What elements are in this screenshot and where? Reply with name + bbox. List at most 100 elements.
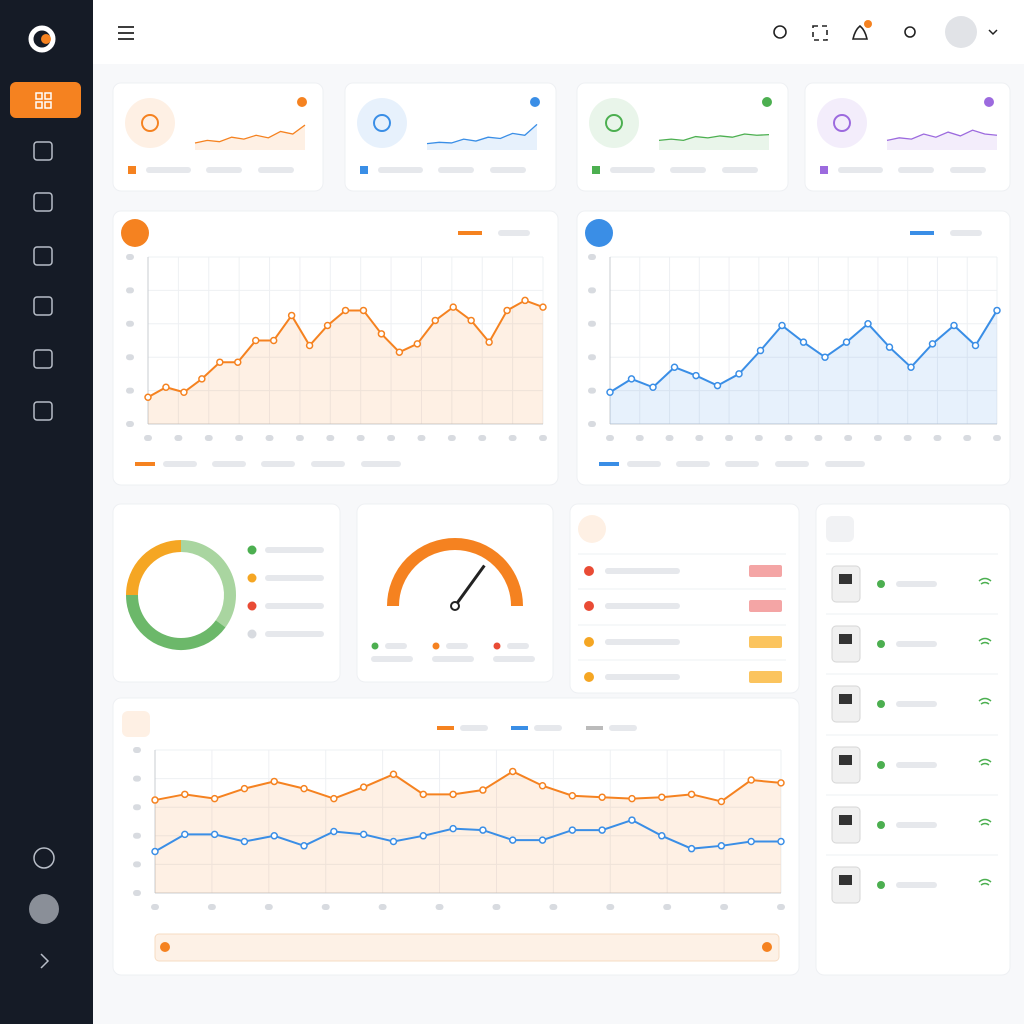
status-dot [762,97,772,107]
alert-dot [584,566,594,576]
theme[interactable] [904,26,916,38]
online-dot [877,640,885,648]
placeholder [720,904,729,910]
slider-handle[interactable] [160,942,170,952]
placeholder [663,904,672,910]
point [144,393,152,402]
card [569,503,800,694]
placeholder [993,435,1001,441]
nav-item[interactable] [33,401,53,421]
point [568,826,577,834]
point [181,790,189,799]
card [576,82,789,192]
placeholder [777,904,785,910]
menu[interactable] [118,26,134,40]
point [747,837,755,846]
point [216,358,224,366]
nav-icon [44,92,52,100]
icon [141,114,159,132]
point [300,842,308,850]
placeholder [265,603,324,609]
point [449,790,457,799]
bell[interactable] [852,24,868,40]
nav-item[interactable] [33,349,53,369]
wifi [978,697,992,705]
placeholder [235,435,244,441]
point [692,371,700,380]
device-screen [839,875,852,885]
point [251,336,260,345]
user[interactable] [29,894,59,924]
placeholder [950,230,982,236]
point [907,363,915,371]
icon-bg [125,98,175,148]
caret[interactable] [988,29,998,36]
point [395,348,404,356]
point [658,793,666,801]
placeholder [610,167,655,173]
point [389,770,398,779]
point [713,381,722,390]
wifi [978,577,992,585]
nav-item[interactable] [33,296,53,316]
alert-dot [584,637,594,647]
alert-tag [749,565,782,577]
avatar[interactable] [945,16,977,48]
help[interactable] [33,847,55,869]
point [717,842,726,850]
legend-dot [432,642,440,650]
point [717,797,726,806]
point [508,767,517,776]
nav-active[interactable] [10,82,81,118]
slider-handle[interactable] [762,942,772,952]
device-screen [839,815,852,825]
wifi [978,878,992,886]
chart-icon [121,219,149,247]
point [181,830,189,839]
status-dot [530,97,540,107]
point [649,383,657,392]
placeholder [490,167,526,173]
line [886,129,998,142]
placeholder [133,775,141,782]
placeholder [126,320,134,327]
placeholder [844,435,853,441]
point [864,320,872,328]
nav-item[interactable] [33,141,53,161]
legend-swatch [910,231,934,235]
nav-item[interactable] [33,246,53,266]
device-icon [826,516,854,542]
placeholder [725,435,734,441]
nav-item[interactable] [33,192,53,212]
placeholder [754,435,763,441]
point [431,316,440,325]
placeholder [896,641,937,647]
wifi [978,637,992,645]
card [112,210,559,486]
online-dot [877,821,885,829]
point [419,790,428,799]
alert-dot [584,601,594,611]
point [330,827,338,836]
placeholder [492,904,501,910]
point [503,306,511,315]
point [687,844,696,853]
expand[interactable] [40,953,50,969]
placeholder [896,822,937,828]
placeholder [126,354,134,361]
point [628,794,636,803]
fullscreen[interactable] [812,25,828,41]
area [610,310,997,424]
point [885,343,894,351]
point [627,375,636,383]
placeholder [933,435,942,441]
alert-tag [749,671,782,683]
legend-swatch [511,726,528,730]
search[interactable] [773,25,787,39]
point [777,779,785,787]
point [377,330,386,338]
placeholder [478,435,487,441]
placeholder [144,435,152,441]
point [359,783,368,791]
placeholder [722,167,758,173]
